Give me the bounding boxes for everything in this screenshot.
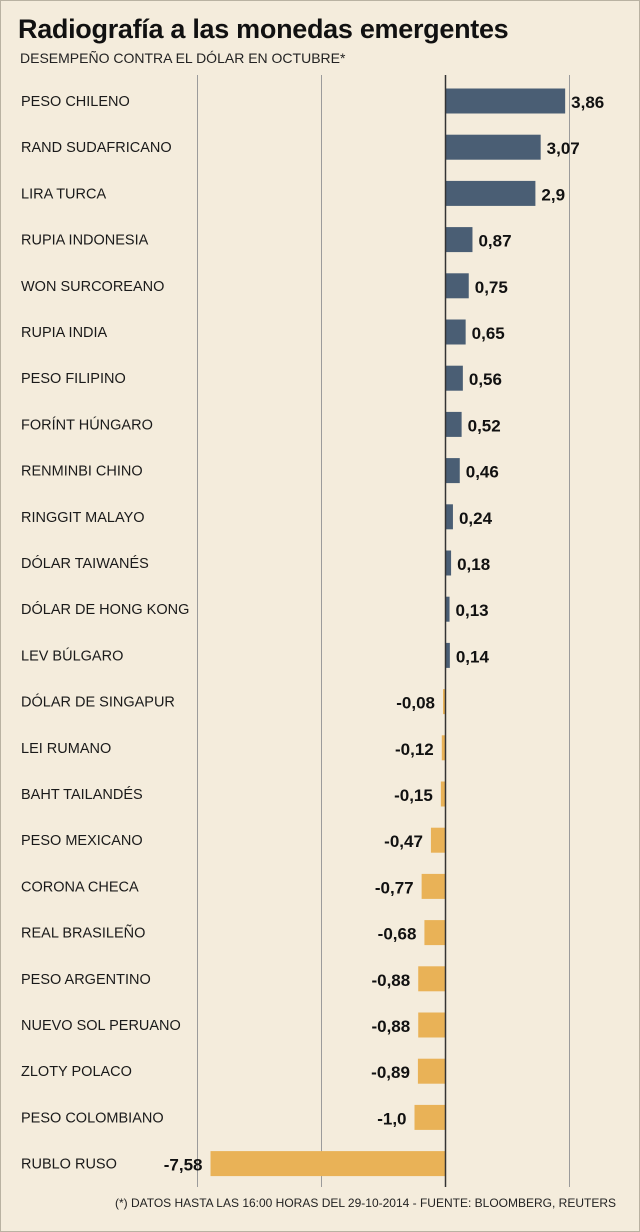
- chart-subtitle: DESEMPEÑO CONTRA EL DÓLAR EN OCTUBRE*: [20, 50, 346, 66]
- value-label: 0,24: [459, 509, 493, 528]
- value-label: 3,07: [547, 139, 580, 158]
- value-label: -0,68: [378, 925, 417, 944]
- bar: [418, 966, 446, 992]
- value-label: -0,47: [384, 832, 423, 851]
- bar: [445, 180, 536, 206]
- value-label: -0,12: [395, 740, 434, 759]
- value-label: 0,13: [456, 601, 489, 620]
- bar: [445, 596, 450, 622]
- category-label: LEV BÚLGARO: [21, 647, 123, 664]
- value-label: -7,58: [164, 1156, 203, 1175]
- category-label: DÓLAR TAIWANÉS: [21, 555, 149, 572]
- value-label: -0,88: [371, 971, 410, 990]
- category-label: RINGGIT MALAYO: [21, 510, 145, 526]
- category-label: PESO MEXICANO: [21, 833, 143, 849]
- category-label: PESO COLOMBIANO: [21, 1110, 164, 1126]
- value-label: 0,18: [457, 555, 490, 574]
- category-label: RUBLO RUSO: [21, 1157, 117, 1173]
- category-label: RAND SUDAFRICANO: [21, 140, 172, 156]
- category-label: NUEVO SOL PERUANO: [21, 1018, 181, 1034]
- bar: [441, 735, 446, 761]
- value-label: 0,87: [478, 232, 511, 251]
- value-label: -0,15: [394, 786, 433, 805]
- bar: [421, 873, 446, 899]
- category-label: WON SURCOREANO: [21, 279, 164, 295]
- bar: [440, 781, 446, 807]
- category-label: ZLOTY POLACO: [21, 1064, 132, 1080]
- category-label: DÓLAR DE SINGAPUR: [21, 694, 175, 711]
- category-label: BAHT TAILANDÉS: [21, 786, 143, 803]
- bar: [445, 458, 460, 484]
- category-label: LIRA TURCA: [21, 186, 106, 202]
- bar: [445, 365, 463, 391]
- bar: [445, 504, 453, 530]
- value-label: 0,14: [456, 647, 490, 666]
- bar: [445, 550, 452, 576]
- category-label: LEI RUMANO: [21, 741, 111, 757]
- bar: [418, 1012, 446, 1038]
- bar: [414, 1104, 446, 1130]
- value-label: -0,08: [396, 694, 435, 713]
- value-label: 2,9: [541, 185, 565, 204]
- category-label: PESO FILIPINO: [21, 371, 126, 387]
- category-label: RUPIA INDIA: [21, 325, 108, 341]
- category-label: DÓLAR DE HONG KONG: [21, 601, 189, 618]
- value-label: 0,75: [475, 278, 508, 297]
- value-label: -0,88: [371, 1017, 410, 1036]
- bar: [443, 689, 446, 715]
- value-label: 0,65: [472, 324, 505, 343]
- bar: [445, 88, 566, 114]
- chart-title: Radiografía a las monedas emergentes: [18, 14, 509, 44]
- source-footnote: (*) DATOS HASTA LAS 16:00 HORAS DEL 29-1…: [114, 1196, 616, 1210]
- value-label: -0,89: [371, 1063, 410, 1082]
- bar: [430, 827, 446, 853]
- bar: [445, 227, 473, 253]
- value-label: -1,0: [377, 1109, 406, 1128]
- value-label: -0,77: [375, 878, 414, 897]
- category-label: RUPIA INDONESIA: [21, 233, 149, 249]
- value-label: 0,56: [469, 370, 502, 389]
- bar: [445, 642, 450, 668]
- bar: [417, 1058, 446, 1084]
- bar: [445, 273, 469, 299]
- value-label: 3,86: [571, 93, 604, 112]
- category-label: PESO ARGENTINO: [21, 972, 151, 988]
- bar: [445, 134, 541, 160]
- category-label: RENMINBI CHINO: [21, 464, 143, 480]
- category-label: REAL BRASILEÑO: [21, 925, 145, 942]
- value-label: 0,52: [468, 416, 501, 435]
- category-label: PESO CHILENO: [21, 94, 130, 110]
- category-label: CORONA CHECA: [21, 879, 139, 895]
- category-label: FORÍNT HÚNGARO: [21, 416, 153, 433]
- bar: [210, 1151, 446, 1177]
- bar: [445, 411, 462, 437]
- value-label: 0,46: [466, 463, 499, 482]
- bar: [445, 319, 466, 345]
- bar: [424, 920, 446, 946]
